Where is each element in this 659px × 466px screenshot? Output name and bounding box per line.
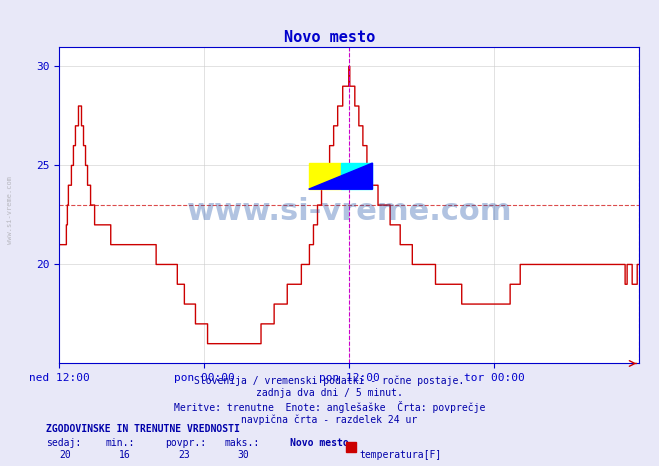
Text: povpr.:: povpr.: xyxy=(165,438,206,448)
Text: www.si-vreme.com: www.si-vreme.com xyxy=(7,176,13,244)
Text: Slovenija / vremenski podatki - ročne postaje.: Slovenija / vremenski podatki - ročne po… xyxy=(194,375,465,386)
Text: Novo mesto: Novo mesto xyxy=(290,438,349,448)
Text: 16: 16 xyxy=(119,450,130,459)
Polygon shape xyxy=(308,163,372,189)
Text: 23: 23 xyxy=(178,450,190,459)
Text: zadnja dva dni / 5 minut.: zadnja dva dni / 5 minut. xyxy=(256,388,403,398)
Text: maks.:: maks.: xyxy=(224,438,259,448)
Text: sedaj:: sedaj: xyxy=(46,438,81,448)
Text: Novo mesto: Novo mesto xyxy=(284,30,375,45)
Text: 30: 30 xyxy=(237,450,249,459)
Text: temperatura[F]: temperatura[F] xyxy=(359,450,442,459)
Text: Meritve: trenutne  Enote: anglešaške  Črta: povprečje: Meritve: trenutne Enote: anglešaške Črta… xyxy=(174,401,485,413)
Text: min.:: min.: xyxy=(105,438,135,448)
Text: ZGODOVINSKE IN TRENUTNE VREDNOSTI: ZGODOVINSKE IN TRENUTNE VREDNOSTI xyxy=(46,424,240,434)
Text: navpična črta - razdelek 24 ur: navpična črta - razdelek 24 ur xyxy=(241,414,418,425)
Text: 20: 20 xyxy=(59,450,71,459)
Bar xyxy=(308,163,341,189)
Text: www.si-vreme.com: www.si-vreme.com xyxy=(186,197,512,226)
Bar xyxy=(341,163,372,189)
